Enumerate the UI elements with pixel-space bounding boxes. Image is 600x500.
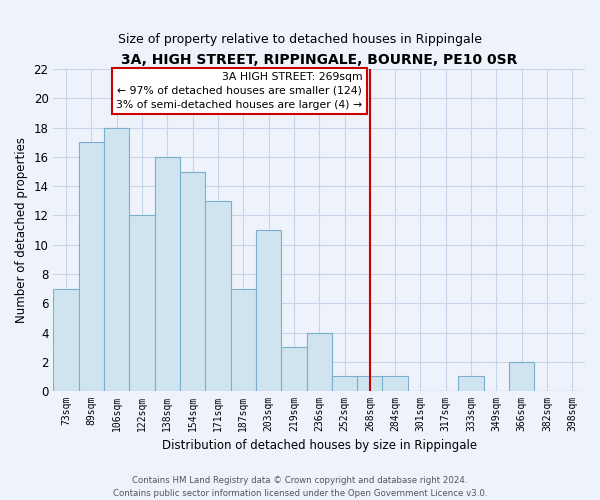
Bar xyxy=(180,172,205,391)
Text: Contains HM Land Registry data © Crown copyright and database right 2024.
Contai: Contains HM Land Registry data © Crown c… xyxy=(113,476,487,498)
Bar xyxy=(256,230,281,391)
Title: 3A, HIGH STREET, RIPPINGALE, BOURNE, PE10 0SR: 3A, HIGH STREET, RIPPINGALE, BOURNE, PE1… xyxy=(121,52,517,66)
Bar xyxy=(79,142,104,391)
Bar xyxy=(357,376,382,391)
Bar xyxy=(458,376,484,391)
Bar xyxy=(104,128,130,391)
Bar xyxy=(307,332,332,391)
Bar xyxy=(205,201,230,391)
Bar xyxy=(509,362,535,391)
Bar xyxy=(130,216,155,391)
Bar xyxy=(382,376,408,391)
Bar xyxy=(332,376,357,391)
Bar xyxy=(155,157,180,391)
Y-axis label: Number of detached properties: Number of detached properties xyxy=(15,137,28,323)
Text: Size of property relative to detached houses in Rippingale: Size of property relative to detached ho… xyxy=(118,32,482,46)
Text: 3A HIGH STREET: 269sqm
← 97% of detached houses are smaller (124)
3% of semi-det: 3A HIGH STREET: 269sqm ← 97% of detached… xyxy=(116,72,362,110)
X-axis label: Distribution of detached houses by size in Rippingale: Distribution of detached houses by size … xyxy=(161,440,477,452)
Bar xyxy=(230,288,256,391)
Bar xyxy=(281,347,307,391)
Bar xyxy=(53,288,79,391)
